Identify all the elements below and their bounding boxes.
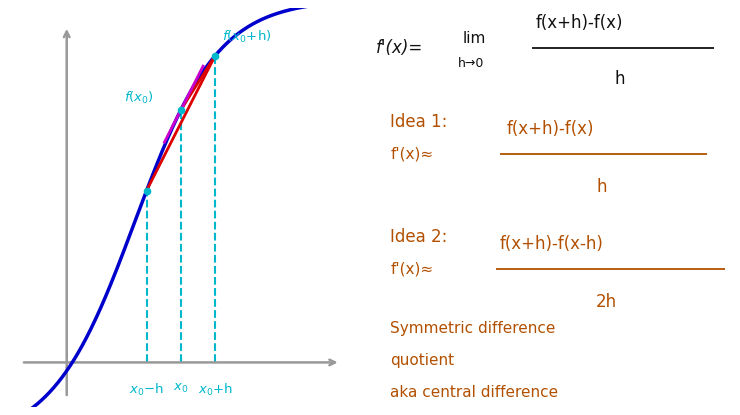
Text: lim: lim [463, 31, 486, 46]
Text: $x_0$$-$h: $x_0$$-$h [129, 382, 164, 398]
Text: Idea 1:: Idea 1: [390, 113, 448, 131]
Text: f'(x)≈: f'(x)≈ [390, 262, 434, 277]
Text: f(x+h)-f(x): f(x+h)-f(x) [536, 14, 624, 32]
Text: f(x+h)-f(x-h): f(x+h)-f(x-h) [500, 235, 603, 253]
Text: h: h [596, 178, 607, 195]
Text: Idea 2:: Idea 2: [390, 228, 448, 247]
Text: aka central difference: aka central difference [390, 385, 559, 400]
Text: h→0: h→0 [457, 57, 484, 70]
Text: $x_0$: $x_0$ [173, 382, 189, 395]
Text: h: h [614, 70, 625, 88]
Text: f'(x)=: f'(x)= [376, 39, 423, 57]
Text: 2h: 2h [596, 293, 617, 311]
Text: quotient: quotient [390, 353, 454, 368]
Text: f'(x)≈: f'(x)≈ [390, 146, 434, 161]
Text: f(x+h)-f(x): f(x+h)-f(x) [507, 120, 594, 138]
Text: Symmetric difference: Symmetric difference [390, 321, 556, 336]
Text: $f(x_0$$+$h): $f(x_0$$+$h) [222, 29, 272, 45]
Text: $f(x_0)$: $f(x_0)$ [124, 90, 153, 105]
Text: $x_0$$+$h: $x_0$$+$h [198, 382, 232, 398]
